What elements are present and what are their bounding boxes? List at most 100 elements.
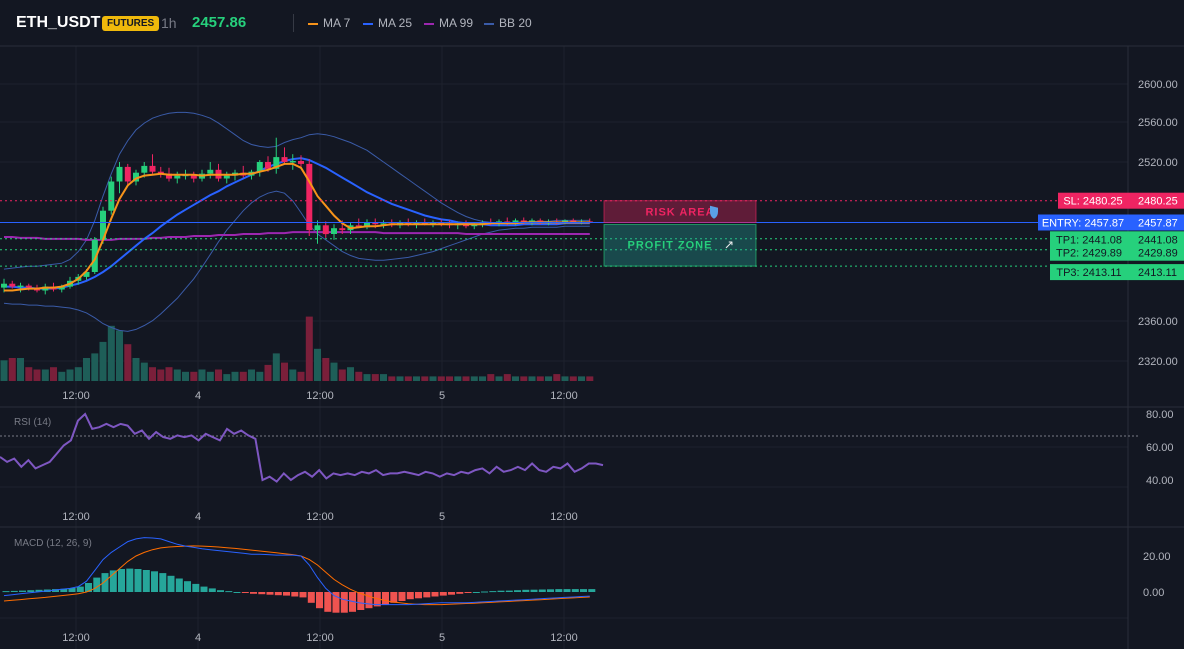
candle-body bbox=[273, 157, 280, 169]
macd-hist-bar bbox=[266, 592, 274, 595]
volume-bar bbox=[454, 376, 462, 381]
volume-bar bbox=[338, 369, 346, 381]
symbol-name[interactable]: ETH_USDT bbox=[16, 14, 101, 31]
candle-body bbox=[190, 174, 197, 179]
volume-bar bbox=[503, 374, 511, 381]
volume-bar bbox=[289, 369, 297, 381]
rocket-icon: ↗ bbox=[724, 238, 734, 252]
macd-hist-bar bbox=[580, 589, 587, 592]
macd-hist-bar bbox=[76, 586, 84, 592]
macd-hist-bar bbox=[522, 589, 530, 592]
level-tag-left-text: TP1: 2441.08 bbox=[1056, 234, 1122, 246]
macd-hist-bar bbox=[365, 592, 373, 609]
time-axis-label: 12:00 bbox=[306, 632, 334, 644]
candle-body bbox=[380, 223, 387, 225]
volume-bar bbox=[231, 371, 239, 381]
time-axis: 12:00 4 12:00 5 12:00 12:00 4 12:00 5 12:00 12:00 4… bbox=[62, 390, 578, 644]
level-tag-left bbox=[1058, 192, 1128, 209]
candle-body bbox=[25, 285, 32, 288]
volume-bar bbox=[91, 353, 99, 381]
volume-bar bbox=[215, 369, 222, 381]
macd-hist-bar bbox=[357, 592, 365, 610]
macd-hist-bar bbox=[464, 592, 472, 593]
candle-body bbox=[298, 161, 304, 164]
bb-lower-band bbox=[3, 190, 590, 332]
candle-body bbox=[166, 173, 172, 179]
macd-hist-bar bbox=[134, 569, 142, 592]
rsi-title: RSI (14) bbox=[14, 417, 51, 428]
volume-bar bbox=[165, 367, 173, 381]
candle-body bbox=[512, 220, 519, 223]
timeframe-label[interactable]: 1h bbox=[161, 15, 177, 31]
legend-ma99[interactable]: MA 99 bbox=[424, 16, 473, 30]
volume-bar bbox=[25, 367, 33, 381]
price-axis-label: 2520.00 bbox=[1138, 157, 1178, 169]
macd-hist-bar bbox=[2, 591, 10, 593]
macd-hist-bar bbox=[448, 592, 455, 595]
legend-ma7-label: MA 7 bbox=[323, 16, 351, 30]
time-axis-label: 12:00 bbox=[306, 390, 334, 402]
volume-bar bbox=[272, 353, 280, 381]
macd-hist-bar bbox=[241, 592, 249, 593]
time-axis-label: 12:00 bbox=[306, 511, 334, 523]
macd-hist-bar bbox=[208, 588, 216, 592]
macd-hist-bar bbox=[184, 581, 191, 592]
time-axis-label: 12:00 bbox=[62, 511, 90, 523]
macd-hist-bar bbox=[431, 592, 439, 597]
macd-hist-bar bbox=[423, 592, 431, 598]
rsi-axis-label: 60.00 bbox=[1146, 442, 1174, 454]
macd-hist-bar bbox=[299, 592, 307, 598]
legend-bb20[interactable]: BB 20 bbox=[484, 16, 532, 30]
volume-bar bbox=[305, 316, 313, 381]
profit-zone[interactable] bbox=[603, 224, 757, 267]
macd-hist-bar bbox=[390, 592, 398, 603]
volume-bar bbox=[124, 344, 132, 381]
ma25-swatch bbox=[363, 22, 373, 25]
volume-bar bbox=[17, 358, 24, 381]
header-divider bbox=[293, 14, 294, 32]
macd-hist-bar bbox=[398, 592, 406, 601]
rsi-line bbox=[0, 412, 604, 483]
price-axis[interactable]: 2600.00 2560.00 2520.00 2360.00 2320.00 bbox=[1138, 79, 1178, 368]
candle-body bbox=[116, 166, 123, 182]
volume-bar bbox=[479, 376, 486, 381]
volume-bar bbox=[0, 360, 8, 381]
macd-hist-bar bbox=[118, 569, 125, 592]
level-tag-left-text: SL: 2480.25 bbox=[1063, 196, 1122, 208]
candle-body bbox=[364, 222, 370, 228]
volume-bar bbox=[421, 376, 429, 381]
macd-hist-bar bbox=[547, 589, 554, 592]
macd-hist-bar bbox=[159, 573, 167, 592]
candle-body bbox=[174, 175, 181, 179]
volume-bar bbox=[281, 362, 288, 381]
volume-bar bbox=[380, 374, 387, 381]
macd-hist-bar bbox=[439, 592, 447, 596]
bb-swatch bbox=[484, 22, 494, 25]
ma7-line bbox=[4, 162, 590, 292]
volume-bar bbox=[264, 364, 272, 381]
candle-body bbox=[91, 239, 98, 272]
volume-bar bbox=[553, 374, 561, 381]
rsi-axis: 80.00 60.00 40.00 bbox=[1146, 409, 1174, 487]
volume-bar bbox=[470, 376, 478, 381]
macd-axis-label: 0.00 bbox=[1143, 587, 1164, 599]
legend-ma99-label: MA 99 bbox=[439, 16, 474, 30]
volume-bar bbox=[413, 376, 420, 381]
level-tag-axis bbox=[1128, 244, 1184, 261]
rsi-axis-label: 40.00 bbox=[1146, 475, 1174, 487]
risk-area-zone[interactable] bbox=[603, 200, 757, 223]
macd-hist-bar bbox=[151, 571, 158, 592]
volume-bar bbox=[528, 376, 536, 381]
time-axis-label: 12:00 bbox=[550, 632, 578, 644]
volume-bar bbox=[248, 369, 255, 381]
macd-hist-bar bbox=[19, 590, 26, 592]
candle-body bbox=[314, 225, 321, 231]
time-axis-label: 5 bbox=[439, 511, 445, 523]
candle-body bbox=[1, 283, 7, 288]
macd-hist-bar bbox=[456, 592, 464, 594]
legend-ma7[interactable]: MA 7 bbox=[308, 16, 350, 30]
volume-bar bbox=[173, 369, 181, 381]
legend-ma25[interactable]: MA 25 bbox=[363, 16, 412, 30]
time-axis-label: 12:00 bbox=[550, 511, 578, 523]
